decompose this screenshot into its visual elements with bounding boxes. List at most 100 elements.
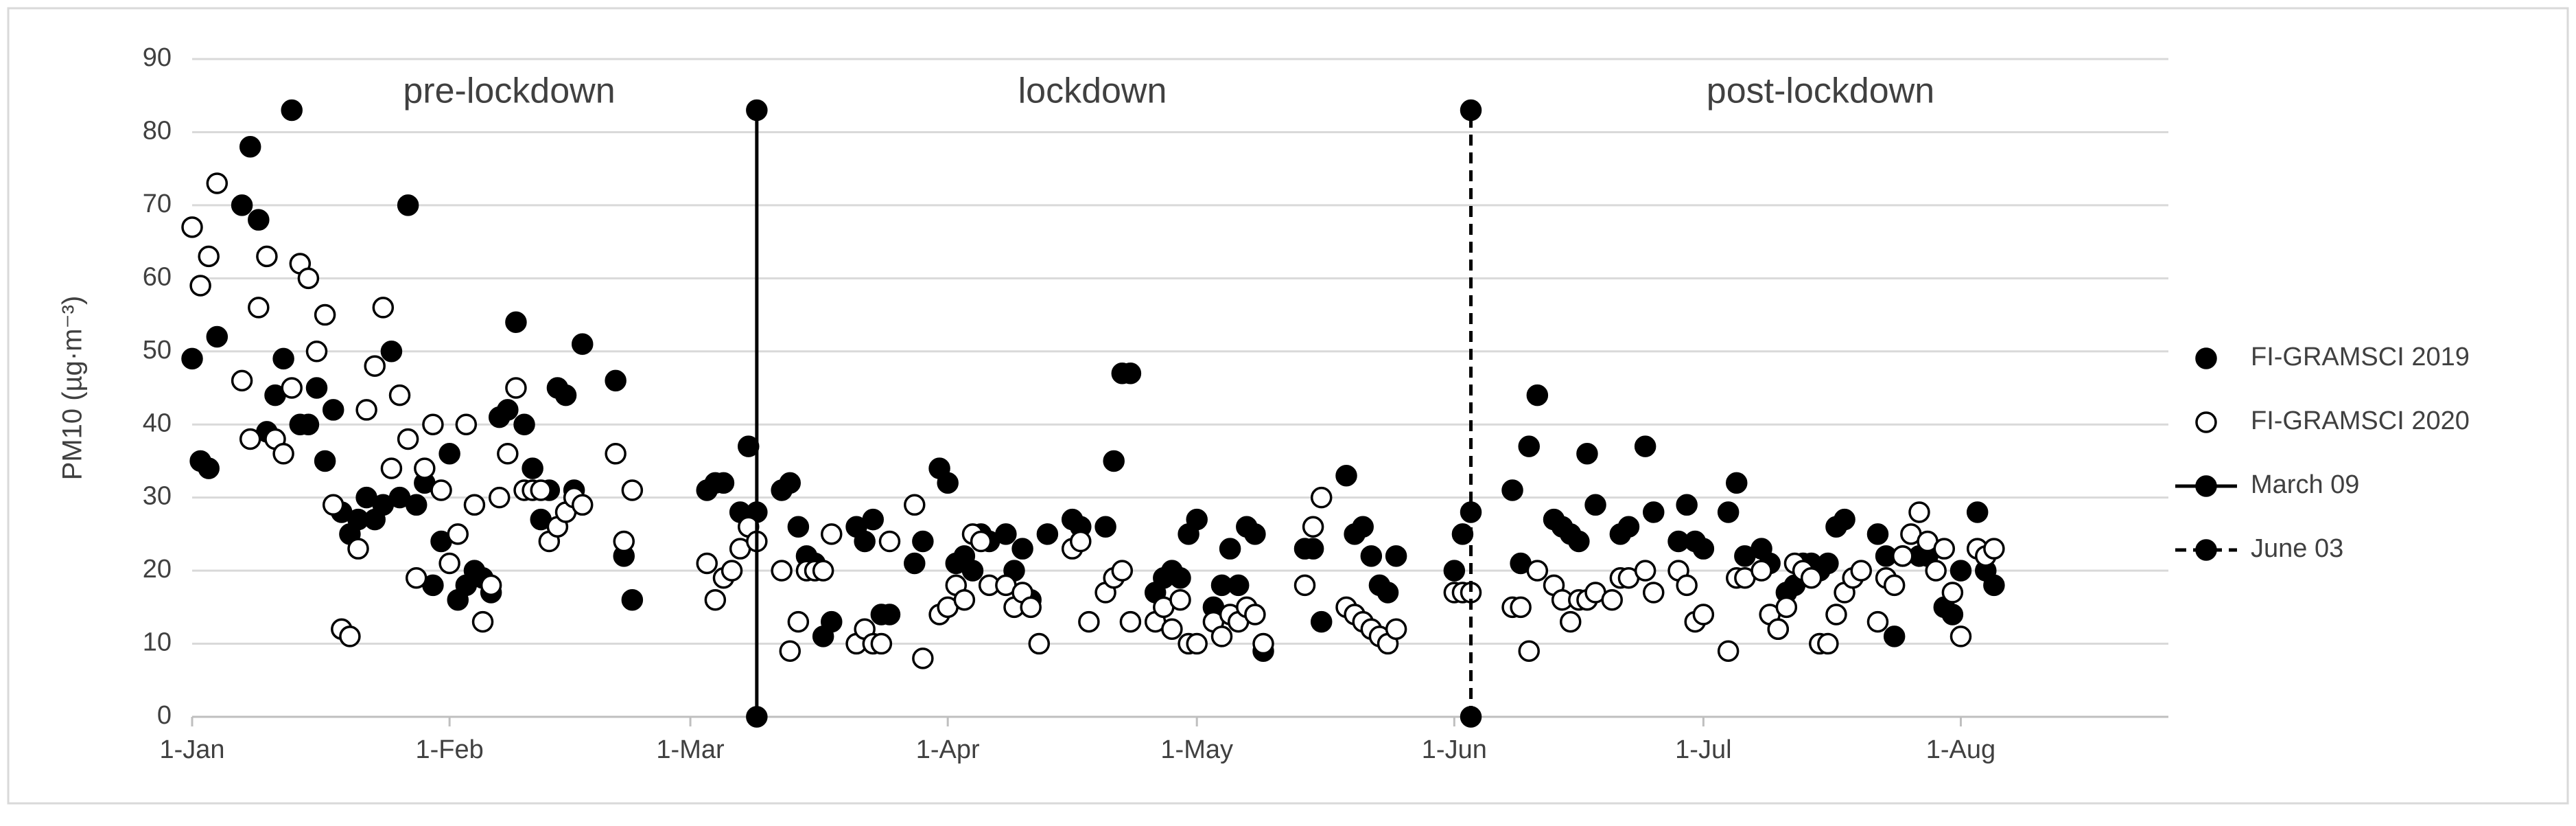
marker [1676,574,1698,597]
marker [995,523,1017,545]
marker [1617,516,1640,538]
y-tick-label: 60 [143,262,172,291]
marker [712,472,735,494]
marker [1360,545,1383,567]
marker [1518,640,1540,662]
marker [522,457,543,479]
chart-border [7,7,2569,805]
marker [414,457,436,479]
marker [746,99,768,122]
y-tick-label: 10 [143,628,172,657]
legend-label: June 03 [2251,534,2343,563]
marker [878,530,901,553]
marker [1460,99,1482,122]
marker [1302,538,1324,560]
marker [1692,604,1715,626]
marker [621,588,644,611]
marker [314,450,336,472]
marker [231,194,253,216]
marker [1186,508,1208,531]
marker [1310,486,1333,509]
marker [1750,560,1772,582]
marker [397,194,419,216]
marker [198,457,220,479]
marker [281,377,303,399]
marker [380,457,403,479]
x-tick-label: 1-Jul [1675,735,1731,764]
marker [1020,596,1042,619]
marker [248,297,270,319]
marker [704,588,727,611]
marker [471,610,494,633]
marker [812,560,834,582]
marker [1119,362,1142,385]
marker [1949,626,1972,647]
marker [488,486,511,509]
marker [1983,574,2005,597]
marker [854,530,876,553]
marker [1169,588,1191,611]
marker [1293,574,1316,597]
y-tick-label: 0 [157,701,172,730]
y-tick-label: 30 [143,482,172,511]
marker [1352,516,1374,538]
x-tick-label: 1-Apr [916,735,980,764]
marker [239,428,261,450]
marker [272,347,294,370]
marker [422,413,444,435]
marker [1584,494,1606,516]
x-tick-label: 1-Jun [1422,735,1487,764]
marker [1892,545,1914,567]
marker [904,552,926,575]
marker [1036,523,1059,545]
marker [1335,464,1357,487]
marker [1161,618,1183,641]
y-tick-label: 70 [143,190,172,218]
marker [1933,538,1956,560]
marker [961,560,984,582]
marker [1227,574,1250,597]
legend-marker [2195,411,2217,433]
marker [1169,567,1191,589]
marker [281,99,303,122]
marker [1094,516,1116,538]
legend-label: FI-GRAMSCI 2020 [2251,406,2470,435]
marker [1817,552,1839,575]
marker [1676,494,1698,516]
y-axis-title: PM10 (µg·m⁻³) [58,296,88,481]
marker [554,384,577,406]
x-tick-label: 1-Jan [159,735,224,764]
marker [1011,538,1033,560]
marker [605,443,627,465]
annotation: post-lockdown [1707,71,1934,111]
marker [388,384,411,406]
marker [1817,632,1839,655]
marker [1460,706,1482,728]
marker [1692,538,1715,560]
marker [1103,450,1125,472]
marker [1501,479,1523,501]
legend-label: FI-GRAMSCI 2019 [2251,343,2470,371]
marker [1850,560,1873,582]
marker [621,479,644,501]
marker [314,303,336,326]
marker [787,516,810,538]
y-tick-label: 90 [143,43,172,72]
marker [497,443,519,465]
marker [231,369,253,392]
marker [878,604,901,626]
marker [953,588,976,611]
marker [787,610,810,633]
marker [1518,435,1540,457]
marker [1642,501,1665,523]
marker [198,245,220,268]
marker [1717,640,1740,662]
marker [613,530,635,553]
marker [322,399,344,421]
marker [821,523,843,545]
marker [1941,604,1964,626]
marker [912,530,934,553]
legend-label: March 09 [2251,470,2359,499]
marker [1717,501,1740,523]
annotation: lockdown [1018,71,1167,111]
